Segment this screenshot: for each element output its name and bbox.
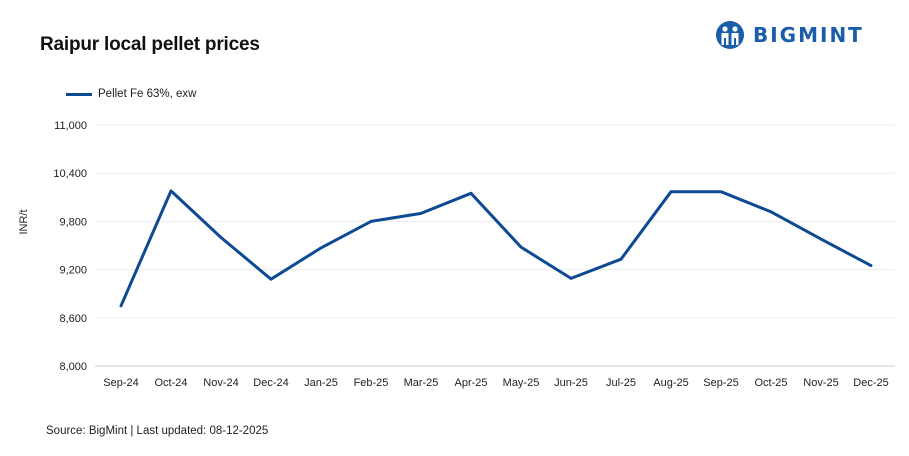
brand-logo: BIGMINT — [713, 20, 864, 50]
brand-name: BIGMINT — [753, 23, 864, 47]
y-tick-label: 11,000 — [54, 120, 87, 132]
x-tick-labels: Sep-24 Oct-24 Nov-24 Dec-24 Jan-25 Feb-25 Mar-… — [103, 377, 888, 389]
x-tick-label: Oct-25 — [754, 377, 787, 389]
x-tick-label: Apr-25 — [454, 377, 487, 389]
x-tick-label: Nov-25 — [803, 377, 838, 389]
series-group — [119, 189, 873, 308]
legend-label: Pellet Fe 63%, exw — [98, 88, 197, 100]
y-tick-labels: 8,000 8,600 9,200 9,800 10,400 11,000 — [53, 120, 87, 373]
y-tick-label: 9,200 — [59, 265, 87, 277]
x-tick-label: Mar-25 — [404, 377, 439, 389]
x-tick-label: Dec-25 — [853, 377, 888, 389]
y-tick-label: 8,600 — [59, 313, 87, 325]
legend-swatch — [66, 92, 92, 96]
y-tick-label: 9,800 — [59, 216, 87, 228]
source-note: Source: BigMint | Last updated: 08-12-20… — [46, 425, 269, 437]
x-tick-label: Aug-25 — [653, 377, 688, 389]
x-tick-label: Dec-24 — [253, 377, 288, 389]
x-tick-label: Feb-25 — [354, 377, 389, 389]
legend: Pellet Fe 63%, exw — [66, 88, 196, 100]
chart-title: Raipur local pellet prices — [40, 34, 260, 55]
x-tick-label: Jul-25 — [606, 377, 636, 389]
series-line — [119, 189, 873, 308]
x-tick-label: Jun-25 — [554, 377, 588, 389]
x-tick-label: Sep-25 — [703, 377, 738, 389]
bigmint-logo-icon — [716, 21, 744, 49]
y-axis-label: INR/t — [18, 209, 30, 234]
x-tick-label: May-25 — [503, 377, 540, 389]
x-tick-label: Nov-24 — [203, 377, 238, 389]
y-tick-label: 10,400 — [53, 168, 87, 180]
y-tick-label: 8,000 — [59, 361, 87, 373]
grid-lines — [95, 124, 895, 367]
x-tick-label: Sep-24 — [103, 377, 138, 389]
x-tick-label: Jan-25 — [304, 377, 338, 389]
x-tick-label: Oct-24 — [154, 377, 187, 389]
